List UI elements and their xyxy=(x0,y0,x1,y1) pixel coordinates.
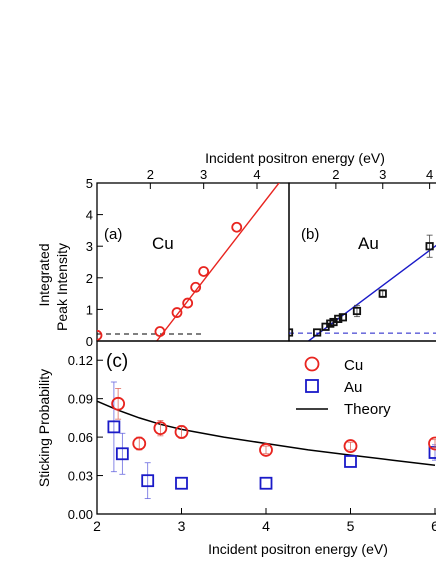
theory-curve xyxy=(97,400,436,467)
cu-intensity-point xyxy=(171,307,183,318)
panel-a-top-tick-label: 3 xyxy=(200,167,207,182)
panel-a-title: Cu xyxy=(152,234,174,253)
panel-a-label: (a) xyxy=(104,226,122,243)
cu-intensity-point xyxy=(198,266,210,277)
bottom-x-axis-title: Incident positron energy (eV) xyxy=(208,541,388,557)
panel-b-top-tick-label: 3 xyxy=(379,167,386,182)
panel-a-y-tick-label: 5 xyxy=(86,176,93,191)
au-intensity-point xyxy=(425,242,434,251)
panel-c-x-tick-label: 5 xyxy=(347,518,355,534)
cu-sticking-point xyxy=(111,396,126,411)
au-sticking-point xyxy=(141,474,155,488)
panel-c-y-tick-label: 0.06 xyxy=(68,430,93,445)
legend-swatch-cu xyxy=(304,356,320,372)
panel-a-top-tick-label: 2 xyxy=(147,167,154,182)
legend-label-theory: Theory xyxy=(344,401,391,418)
panel-c-label: (c) xyxy=(106,351,128,372)
legend: Cu Au Theory xyxy=(296,356,391,418)
au-sticking-point xyxy=(115,447,129,461)
panel-b-top-tick-label: 2 xyxy=(332,167,339,182)
panel-c-plot-area xyxy=(97,381,436,500)
panel-c-x-tick-label: 3 xyxy=(178,518,186,534)
cu-sticking-point xyxy=(343,439,358,453)
panel-c-y-tick-label: 0.12 xyxy=(68,353,93,368)
au-intensity-point xyxy=(334,314,343,323)
cu-sticking-point xyxy=(174,425,189,439)
panel-c-frame xyxy=(96,340,436,515)
au-intensity-point xyxy=(313,328,322,337)
au-intensity-point xyxy=(352,306,362,316)
panel-c-sticking-probability: (c) 2 3 4 5 6 0.00 0.03 0.06 0.09 0.12 Cu Au Theory xyxy=(68,340,436,534)
au-sticking-point xyxy=(175,476,188,490)
top-y-axis-title-line2: Peak Intensity xyxy=(54,243,70,331)
cu-intensity-point xyxy=(154,326,166,337)
panel-b-plot-area xyxy=(289,234,436,341)
panel-a-top-tick-label: 4 xyxy=(253,167,260,182)
panel-a-fit-line xyxy=(156,183,280,341)
panel-a-plot-area xyxy=(97,183,280,341)
legend-swatch-au xyxy=(305,379,319,393)
panel-a-cu-intensity: (a) Cu 2 3 4 0 1 2 3 4 5 xyxy=(86,167,290,349)
panel-a-y-tick-label: 1 xyxy=(86,302,93,317)
cu-sticking-point xyxy=(132,436,147,451)
panel-a-y-tick-label: 0 xyxy=(86,334,93,349)
panel-c-y-tick-label: 0.00 xyxy=(68,507,93,522)
legend-label-cu: Cu xyxy=(344,357,363,374)
cu-sticking-point xyxy=(153,421,168,436)
cu-intensity-point xyxy=(97,329,103,341)
panel-b-title: Au xyxy=(358,234,379,253)
au-sticking-point xyxy=(107,420,121,434)
panel-b-top-tick-label: 4 xyxy=(426,167,433,182)
top-y-axis-title-line1: Integrated xyxy=(36,243,52,306)
au-intensity-point xyxy=(289,328,294,337)
au-sticking-point xyxy=(344,455,357,468)
legend-label-au: Au xyxy=(344,379,362,396)
panel-a-y-tick-label: 4 xyxy=(86,208,93,223)
panel-b-au-intensity: (b) Au 2 3 4 xyxy=(288,167,436,342)
cu-sticking-point xyxy=(428,436,436,451)
cu-intensity-point xyxy=(190,281,202,293)
panel-a-y-tick-label: 2 xyxy=(86,271,93,286)
top-axis-title: Incident positron energy (eV) xyxy=(205,150,385,166)
panel-c-x-tick-label: 4 xyxy=(262,518,270,534)
panel-b-label: (b) xyxy=(301,226,319,243)
panel-a-y-tick-label: 3 xyxy=(86,239,93,254)
panel-c-x-tick-label: 2 xyxy=(93,518,101,534)
panel-c-y-tick-label: 0.03 xyxy=(68,469,93,484)
bottom-y-axis-title: Sticking Probability xyxy=(36,369,52,487)
au-intensity-point xyxy=(378,289,387,298)
cu-sticking-point xyxy=(259,443,273,457)
cu-intensity-point xyxy=(231,221,243,233)
cu-intensity-point xyxy=(182,297,194,309)
au-intensity-point xyxy=(338,313,348,322)
au-sticking-point xyxy=(259,476,273,490)
panel-c-x-tick-label: 6 xyxy=(431,518,436,534)
panel-b-fit-line xyxy=(307,244,436,341)
panel-c-y-tick-label: 0.09 xyxy=(68,392,93,407)
